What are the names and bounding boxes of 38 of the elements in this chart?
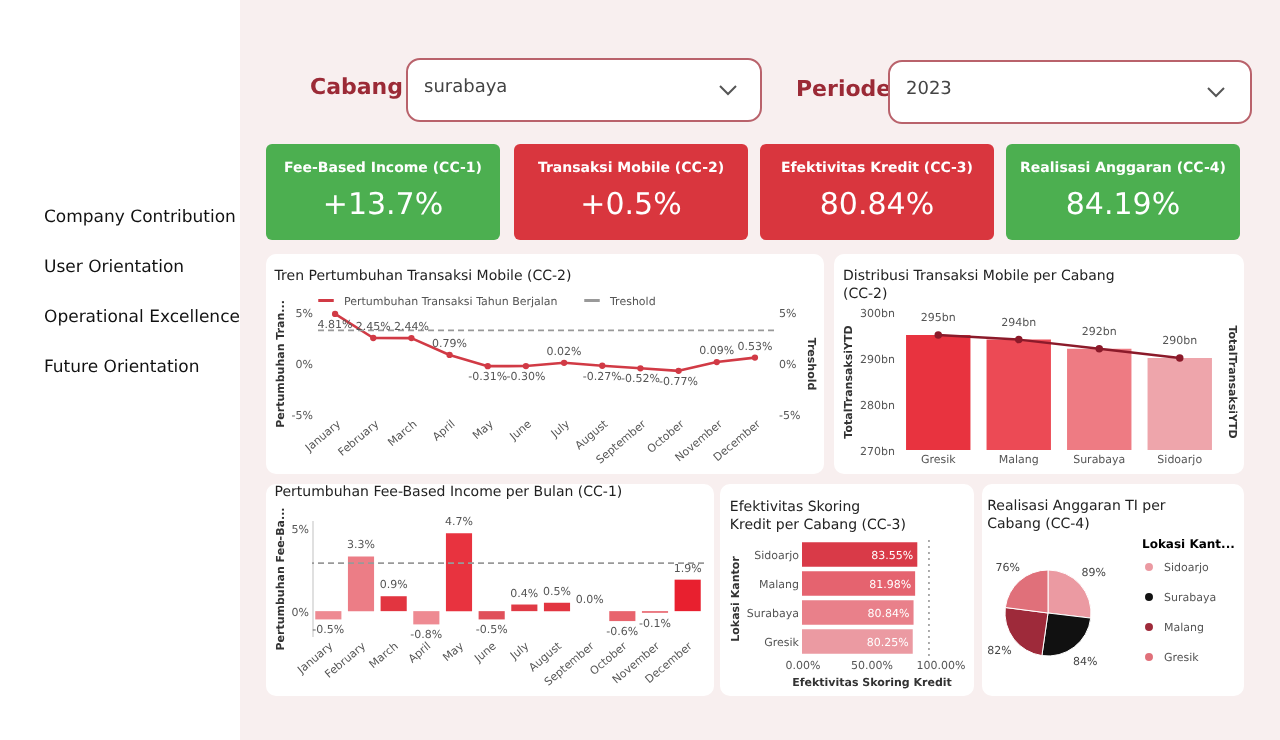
point	[637, 365, 644, 372]
point	[331, 310, 339, 318]
point	[408, 334, 415, 342]
text: Company Contribution	[44, 208, 238, 232]
text: User Orientation	[44, 258, 187, 282]
point	[1176, 354, 1184, 362]
point	[934, 331, 942, 339]
data-label: 80.84%	[817, 186, 937, 222]
bar	[543, 602, 571, 612]
point	[599, 362, 606, 369]
bar	[478, 611, 505, 620]
point	[560, 359, 568, 366]
point	[675, 367, 682, 375]
point	[522, 362, 530, 370]
bar	[445, 533, 473, 612]
point	[713, 358, 720, 366]
point	[370, 334, 377, 342]
bar	[413, 611, 440, 625]
point	[1095, 345, 1103, 353]
bar	[511, 604, 538, 612]
point	[484, 363, 491, 370]
data-label: +0.5%	[578, 186, 684, 222]
text: surabaya	[424, 78, 508, 98]
bar	[674, 579, 701, 612]
point	[751, 354, 759, 361]
data-label: +13.7%	[320, 186, 446, 222]
bar	[380, 596, 407, 612]
bar	[347, 556, 375, 612]
text: Future Orientation	[44, 358, 202, 382]
text: Periode	[796, 76, 894, 104]
text: 2023	[906, 80, 952, 100]
text: Cabang	[310, 74, 405, 102]
point	[446, 351, 453, 359]
point	[1015, 335, 1023, 344]
data-label: 84.19%	[1063, 186, 1183, 222]
text: Operational Excellence	[44, 308, 242, 332]
bar	[609, 611, 636, 622]
bar	[315, 611, 342, 620]
